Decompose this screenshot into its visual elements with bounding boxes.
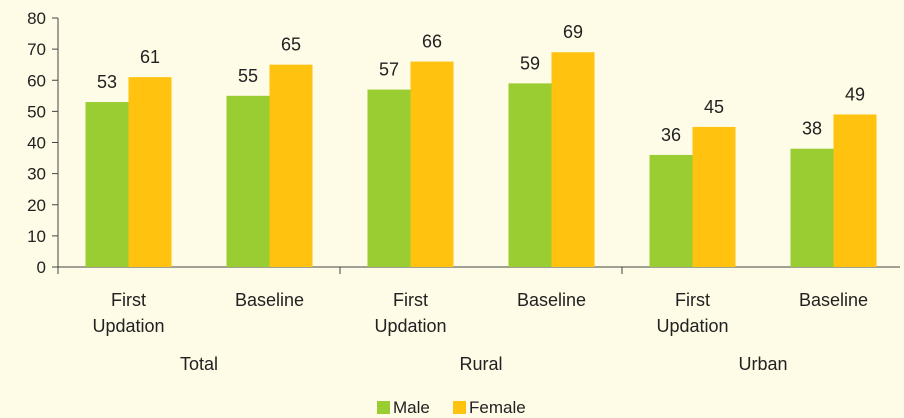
male-bar: [367, 89, 411, 268]
y-tick-label: 10: [27, 227, 46, 246]
x-axis: [57, 266, 900, 274]
category-label: Baseline: [235, 290, 304, 310]
y-tick-label: 70: [27, 40, 46, 59]
male-value-label: 36: [661, 125, 681, 145]
y-tick-label: 60: [27, 71, 46, 90]
y-tick-label: 50: [27, 102, 46, 121]
male-value-label: 38: [802, 119, 822, 139]
female-value-label: 65: [281, 35, 301, 55]
group-label: Total: [180, 354, 218, 374]
category-label: Updation: [374, 316, 446, 336]
female-bar: [692, 126, 736, 267]
male-value-label: 59: [520, 53, 540, 73]
female-legend-label: Female: [469, 398, 526, 417]
male-value-label: 55: [238, 66, 258, 86]
category-label: Baseline: [517, 290, 586, 310]
male-legend-label: Male: [393, 398, 430, 417]
female-value-label: 61: [140, 47, 160, 67]
category-labels: First Updation Baseline First Updation Baseli…: [92, 290, 868, 336]
group-labels: Total Rural Urban: [180, 354, 788, 374]
data-labels: 53 61 55 65 57 66 59 69 36 45 38 49: [97, 22, 865, 145]
y-tick-label: 30: [27, 165, 46, 184]
male-legend-swatch: [377, 401, 390, 414]
y-tick-label: 40: [27, 134, 46, 153]
group-label: Urban: [738, 354, 787, 374]
category-label: First: [675, 290, 710, 310]
male-bar: [226, 95, 270, 267]
y-tick-label: 0: [37, 258, 46, 277]
female-bar: [410, 61, 454, 268]
category-label: Updation: [656, 316, 728, 336]
category-label: First: [111, 290, 146, 310]
female-bar: [551, 52, 595, 267]
male-value-label: 53: [97, 72, 117, 92]
y-tick-label: 20: [27, 196, 46, 215]
female-legend-swatch: [453, 401, 466, 414]
male-value-label: 57: [379, 60, 399, 80]
male-bar: [790, 148, 834, 267]
group-label: Rural: [459, 354, 502, 374]
bars: [85, 52, 877, 268]
female-value-label: 69: [563, 22, 583, 42]
female-bar: [128, 77, 172, 267]
y-axis: 0 10 20 30 40 50 60 70 80: [27, 9, 59, 277]
category-label: First: [393, 290, 428, 310]
male-bar: [649, 154, 693, 267]
male-bar: [85, 102, 129, 267]
female-value-label: 66: [422, 32, 442, 52]
female-value-label: 45: [704, 97, 724, 117]
female-bar: [269, 64, 313, 267]
male-bar: [508, 83, 552, 267]
female-value-label: 49: [845, 84, 865, 104]
legend: Male Female: [377, 398, 526, 417]
category-label: Updation: [92, 316, 164, 336]
y-tick-label: 80: [27, 9, 46, 28]
female-bar: [833, 114, 877, 267]
category-label: Baseline: [799, 290, 868, 310]
